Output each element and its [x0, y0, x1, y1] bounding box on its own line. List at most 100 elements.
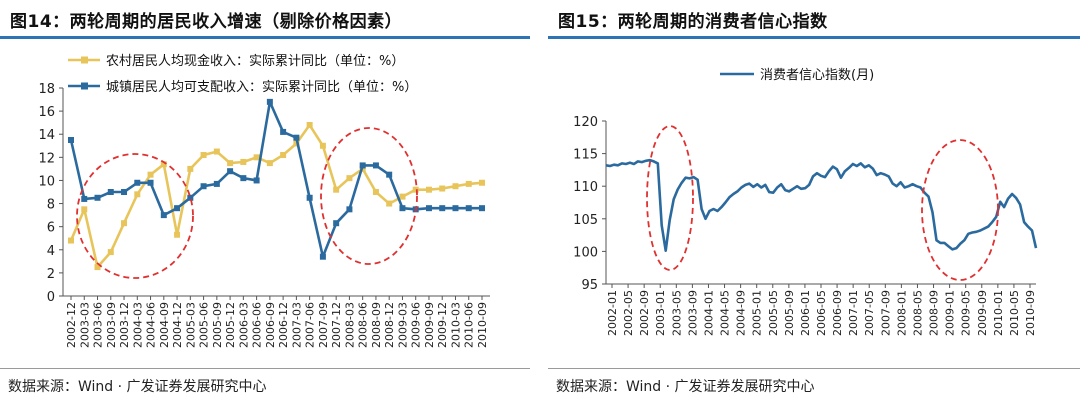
legend-label-1: 城镇居民人均可支配收入：实际累计同比（单位：%） — [106, 80, 417, 95]
data-point-0 — [253, 154, 260, 161]
x-tick-label: 2008-05 — [911, 290, 924, 336]
highlight-circle-2008 — [320, 127, 418, 265]
data-point-1 — [306, 194, 313, 201]
x-tick-label: 2002-05 — [622, 290, 635, 336]
data-point-0 — [187, 165, 194, 172]
x-tick-label: 2007-09 — [317, 302, 330, 348]
figure-15-panel: 图15：两轮周期的消费者信心指数 95 100 105 110 115 120 2002-0… — [548, 0, 1080, 411]
x-tick-label: 2006-09 — [831, 290, 844, 336]
data-point-0 — [465, 180, 472, 187]
data-point-1 — [280, 128, 287, 135]
x-tick-label: 2006-01 — [799, 290, 812, 336]
highlight-circle-2009 — [921, 139, 999, 281]
figure-15-title: 图15：两轮周期的消费者信心指数 — [558, 12, 828, 32]
data-point-0 — [200, 152, 207, 159]
x-tick-label: 2005-12 — [224, 302, 237, 348]
x-tick-label: 2010-09 — [476, 302, 489, 348]
data-point-0 — [240, 158, 247, 165]
series-line-1 — [69, 100, 482, 258]
x-tick-label: 2009-03 — [396, 302, 409, 348]
x-tick-label: 2004-01 — [702, 290, 715, 336]
data-point-0 — [266, 160, 273, 167]
x-tick-label: 2010-01 — [992, 290, 1005, 336]
data-point-0 — [479, 179, 485, 186]
x-tick-label: 2008-01 — [895, 290, 908, 336]
y-tick-label: 16 — [38, 105, 55, 120]
figure-14-panel: 图14：两轮周期的居民收入增速（剔除价格因素） 0 2 4 6 8 10 12 14 16 18 2… — [0, 0, 530, 411]
x-tick-label: 2009-06 — [410, 302, 423, 348]
data-point-1 — [68, 137, 74, 143]
x-tick-label: 2007-03 — [290, 302, 303, 348]
x-tick-label: 2009-01 — [944, 290, 957, 336]
data-point-1 — [439, 205, 446, 212]
x-tick-label: 2006-12 — [277, 302, 290, 348]
x-tick-label: 2008-03 — [343, 302, 356, 348]
data-point-0 — [412, 186, 419, 193]
data-point-0 — [306, 121, 313, 128]
y-tick-label: 4 — [47, 244, 55, 259]
data-point-1 — [240, 175, 247, 182]
data-point-1 — [359, 162, 366, 169]
y-tick-label: 115 — [573, 148, 598, 163]
x-tick-label: 2003-09 — [686, 290, 699, 336]
y-tick-label: 110 — [573, 180, 598, 195]
data-point-1 — [372, 162, 379, 169]
x-tick-label: 2005-03 — [184, 302, 197, 348]
x-tick-label: 2004-09 — [158, 302, 171, 348]
data-point-1 — [425, 205, 432, 212]
x-tick-label: 2002-01 — [606, 290, 619, 336]
x-tick-label: 2002-12 — [65, 302, 78, 348]
data-point-1 — [452, 205, 459, 212]
data-point-0 — [333, 186, 340, 193]
x-tick-label: 2010-03 — [449, 302, 462, 348]
data-point-0 — [94, 264, 101, 271]
data-point-1 — [134, 179, 141, 186]
data-point-1 — [479, 205, 485, 212]
x-tick-label: 2009-05 — [960, 290, 973, 336]
legend-marker-1 — [81, 82, 88, 90]
x-tick-label: 2004-05 — [719, 290, 732, 336]
x-tick-label: 2003-05 — [670, 290, 683, 336]
data-point-1 — [160, 212, 167, 219]
y-tick-label: 14 — [38, 128, 55, 143]
y-tick-label: 0 — [47, 290, 55, 305]
data-point-1 — [253, 177, 260, 184]
data-point-0 — [386, 200, 393, 207]
data-point-1 — [107, 189, 114, 195]
data-point-0 — [134, 191, 141, 198]
x-tick-label: 2006-06 — [251, 302, 264, 348]
data-point-1 — [121, 189, 128, 195]
y-tick-label: 100 — [573, 245, 598, 260]
data-point-0 — [372, 189, 379, 195]
figure-15-source: 数据来源：Wind · 广发证券发展研究中心 — [556, 379, 815, 395]
x-tick-label: 2006-09 — [264, 302, 277, 348]
data-point-0 — [319, 142, 326, 149]
x-tick-label: 2003-12 — [118, 302, 131, 348]
x-tick-label: 2007-05 — [863, 290, 876, 336]
legend-label-confidence: 消费者信心指数(月) — [760, 68, 874, 83]
x-tick-label: 2004-06 — [145, 302, 158, 348]
y-tick-label: 120 — [573, 115, 598, 130]
figure-14-footer-rule — [0, 368, 530, 369]
x-tick-label: 2008-12 — [383, 302, 396, 348]
x-tick-label: 2009-09 — [423, 302, 436, 348]
x-tick-label: 2007-06 — [304, 302, 317, 348]
data-point-1 — [81, 195, 88, 202]
data-point-1 — [319, 253, 326, 260]
data-point-1 — [94, 194, 101, 201]
x-tick-label: 2006-05 — [815, 290, 828, 336]
data-point-1 — [333, 220, 340, 227]
x-tick-label: 2007-09 — [879, 290, 892, 336]
x-tick-label: 2004-12 — [171, 302, 184, 348]
data-point-0 — [452, 183, 459, 190]
x-tick-label: 2010-06 — [463, 302, 476, 348]
y-tick-label: 10 — [38, 174, 55, 189]
y-tick-label: 8 — [47, 198, 55, 213]
y-tick-label: 6 — [47, 221, 55, 236]
data-point-0 — [399, 193, 406, 200]
x-tick-label: 2007-01 — [847, 290, 860, 336]
highlight-circle-2003 — [76, 153, 194, 279]
data-point-1 — [200, 183, 207, 190]
